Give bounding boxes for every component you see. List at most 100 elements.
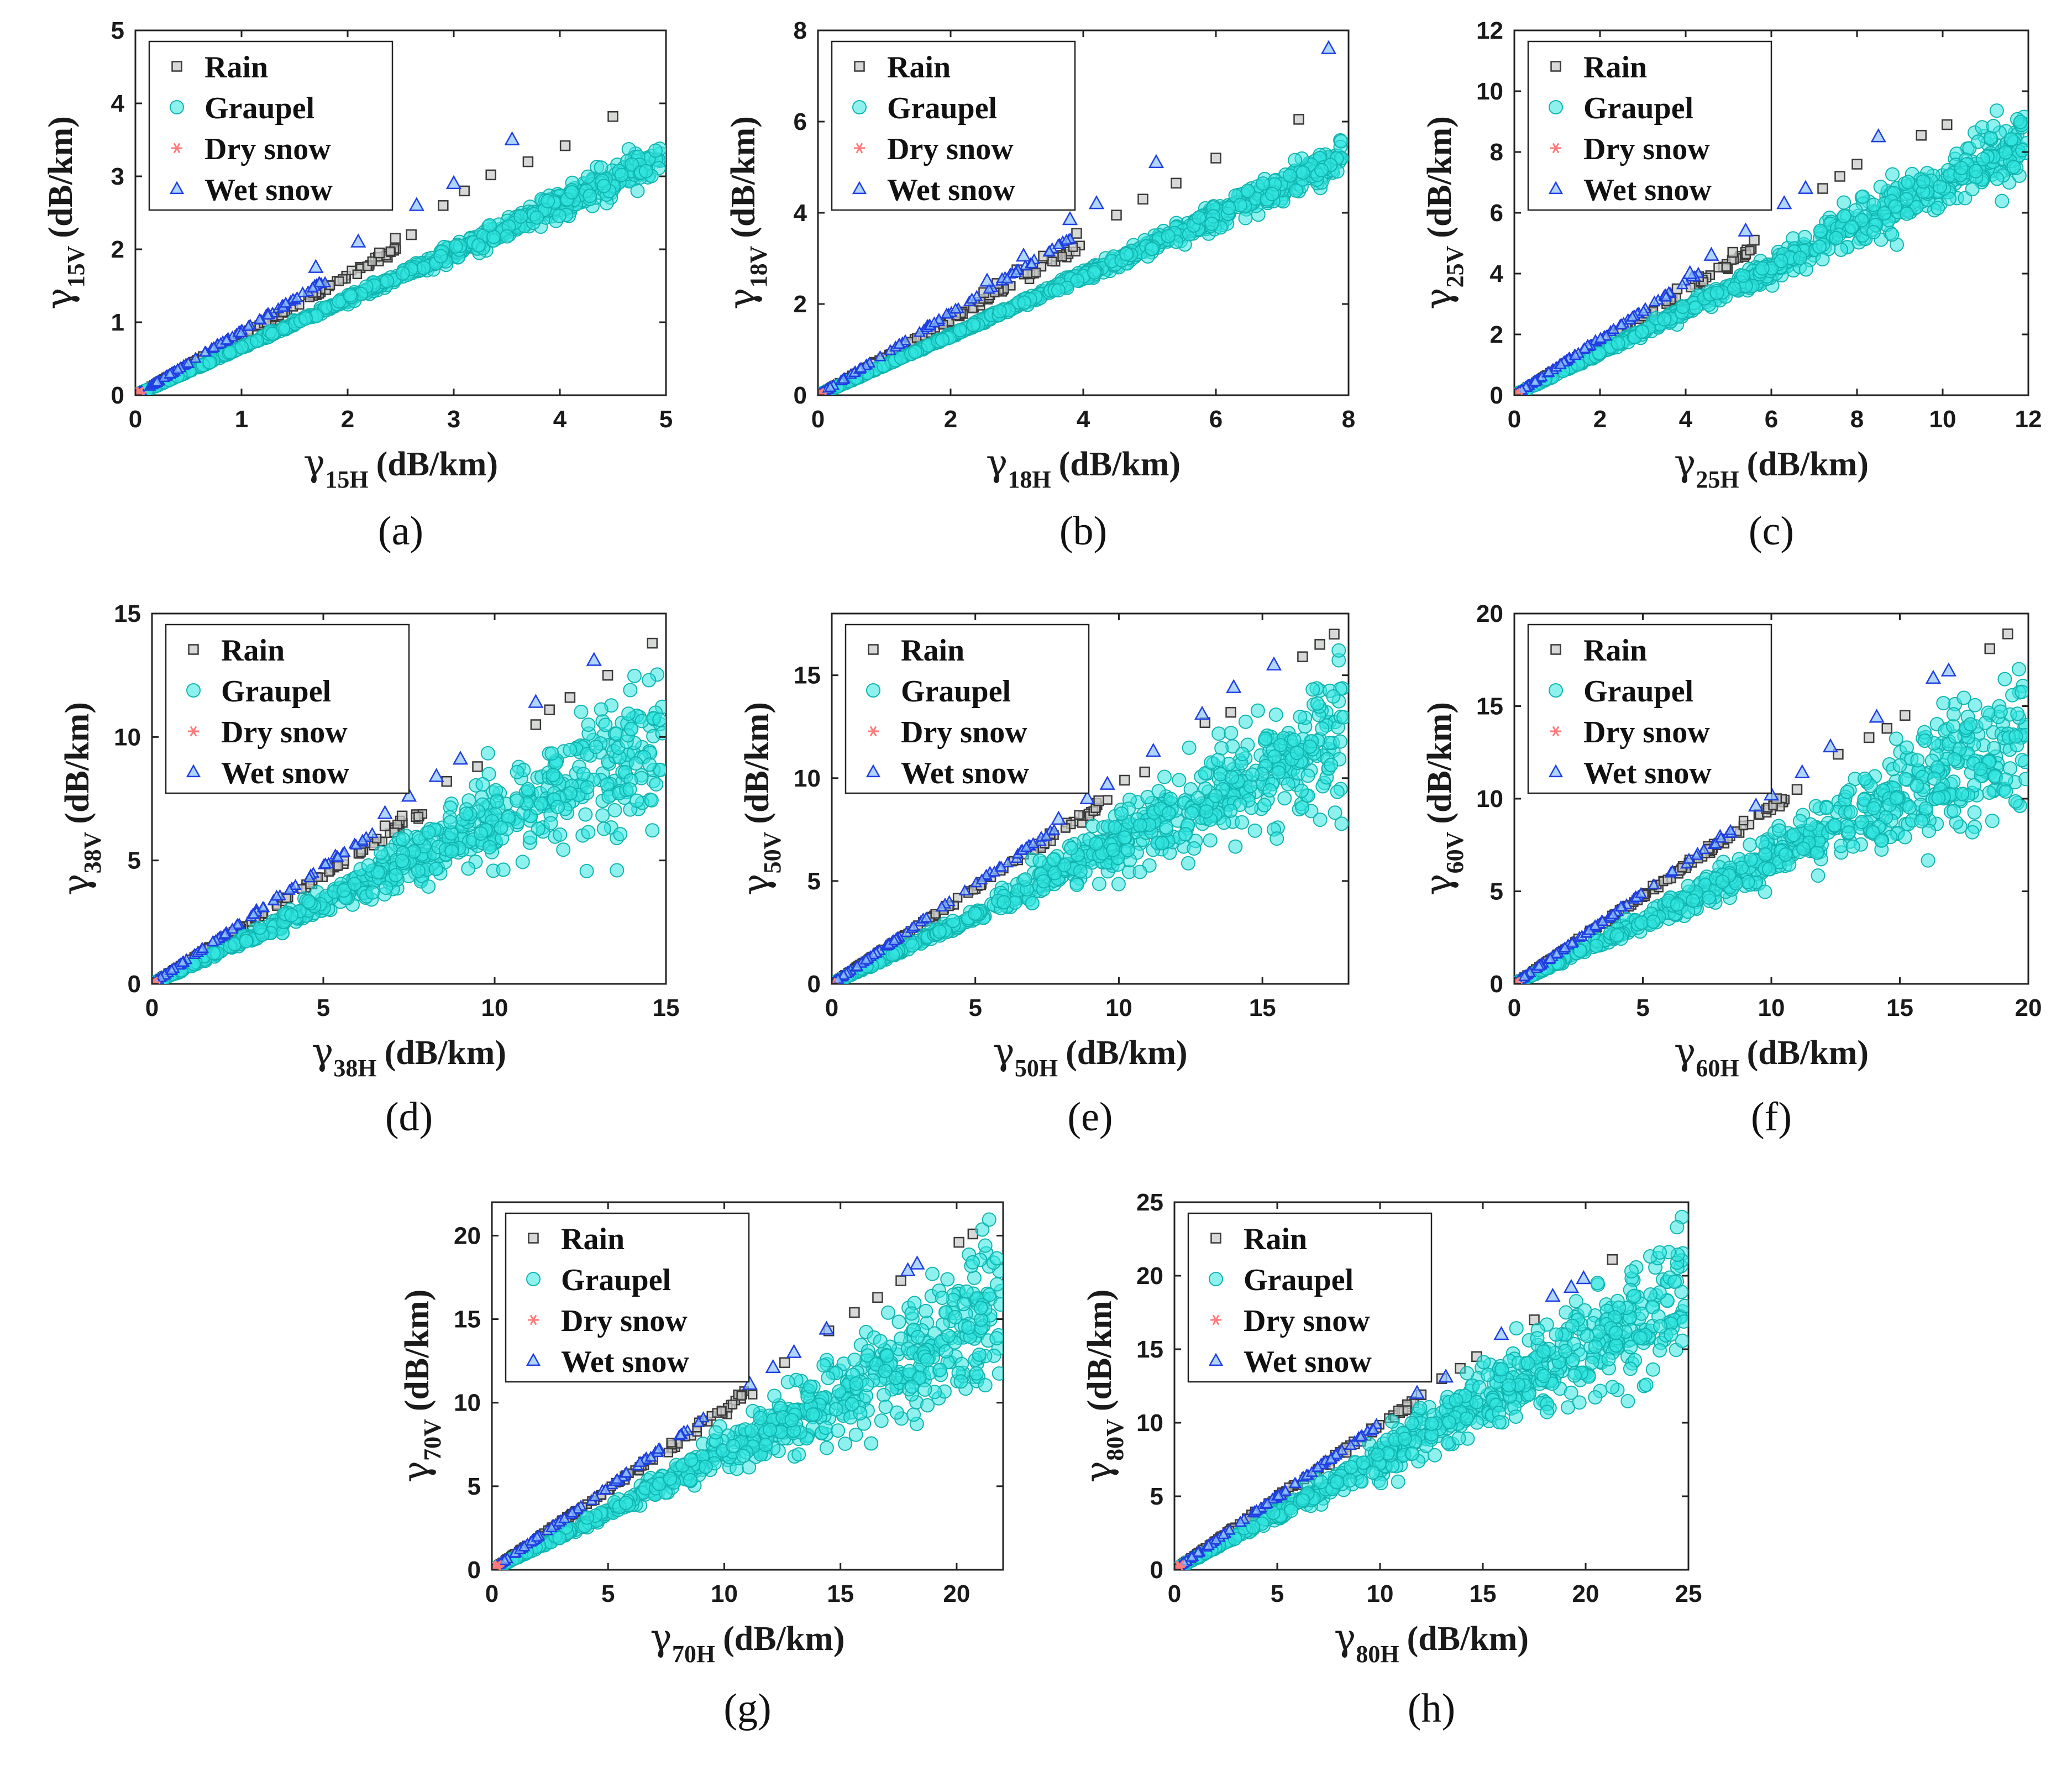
wet-snow-point (206, 935, 219, 947)
graupel-point (553, 827, 568, 842)
graupel-point (953, 323, 968, 338)
rain-point (564, 692, 576, 703)
graupel-point (1181, 856, 1195, 871)
graupel-point (576, 767, 591, 782)
y-tick-label: 0 (807, 971, 821, 998)
graupel-point (992, 304, 1007, 319)
graupel-point (545, 767, 560, 782)
graupel-point (652, 712, 666, 727)
graupel-point (1812, 239, 1827, 254)
graupel-point (1736, 268, 1751, 283)
rain-point (607, 111, 618, 122)
wet-snow-point (1145, 742, 1161, 757)
wet-snow-point (1554, 358, 1567, 369)
graupel-point (1238, 714, 1253, 729)
graupel-point (600, 777, 615, 792)
graupel-point (1036, 874, 1051, 889)
graupel-point (1899, 192, 1914, 207)
graupel-point (1310, 696, 1325, 711)
graupel-point (1228, 839, 1243, 854)
legend-label-rain: Rain (221, 633, 285, 668)
graupel-point (581, 717, 596, 732)
x-tick-label: 8 (1850, 406, 1864, 433)
rain-point (1900, 710, 1911, 721)
graupel-point (1145, 242, 1160, 256)
y-tick-label: 0 (111, 382, 124, 409)
graupel-point (1221, 201, 1236, 216)
y-axis-label: γ25V(dB/km) (1417, 116, 1468, 310)
legend-label-dry-snow: Dry snow (204, 132, 331, 166)
graupel-point (253, 920, 267, 935)
series-graupel (152, 667, 666, 984)
wet-snow-point (975, 873, 988, 884)
x-axis-label: γ50H (dB/km) (993, 1030, 1187, 1082)
wet-snow-point (979, 273, 995, 287)
graupel-point (1117, 830, 1132, 845)
graupel-point (1657, 312, 1672, 327)
wet-snow-point (291, 291, 303, 302)
rain-point (1297, 651, 1308, 662)
graupel-point (574, 704, 589, 719)
graupel-point (361, 858, 376, 873)
wet-snow-point (940, 307, 953, 319)
wet-snow-point (1569, 349, 1582, 360)
graupel-point (510, 764, 524, 779)
graupel-point (1132, 818, 1147, 833)
graupel-point (1968, 164, 1983, 179)
graupel-point (1199, 804, 1214, 819)
graupel-point (610, 863, 625, 878)
graupel-point (1172, 773, 1187, 788)
graupel-point (1997, 672, 2012, 687)
series-graupel (135, 142, 666, 395)
wet-snow-point (1676, 278, 1689, 290)
graupel-point (935, 332, 950, 347)
wet-snow-point (189, 352, 202, 363)
rain-point (602, 669, 613, 681)
x-tick-label: 4 (553, 406, 567, 433)
graupel-point (1190, 790, 1205, 805)
graupel-point (1262, 783, 1277, 798)
graupel-point (1829, 230, 1844, 245)
graupel-point (1797, 229, 1812, 244)
x-tick-label: 0 (1508, 406, 1521, 433)
graupel-point (1854, 213, 1869, 228)
wet-snow-point (913, 326, 926, 337)
graupel-point (1326, 689, 1341, 704)
graupel-point (1300, 768, 1315, 783)
y-tick-label: 2 (1490, 321, 1503, 348)
rain-point (1111, 209, 1122, 221)
x-tick-label: 15 (1249, 994, 1276, 1021)
x-tick-label: 10 (481, 994, 508, 1021)
graupel-point (589, 740, 604, 754)
graupel-point (395, 266, 410, 281)
graupel-point (1271, 765, 1286, 780)
graupel-point (1287, 732, 1302, 747)
legend-label-wet-snow: Wet snow (1583, 173, 1712, 207)
graupel-point (1203, 833, 1218, 848)
legend-label-dry-snow: Dry snow (887, 132, 1014, 166)
graupel-point (471, 238, 486, 253)
graupel-point (332, 294, 347, 309)
wet-snow-point (408, 197, 424, 211)
graupel-point (1967, 805, 1982, 820)
graupel-point (1157, 769, 1172, 784)
legend-wet-snow-marker (1548, 181, 1564, 195)
wet-snow-point (586, 652, 602, 666)
rain-point (1047, 256, 1057, 266)
wet-snow-point (1043, 245, 1056, 256)
wet-snow-point (1048, 824, 1061, 835)
y-tick-label: 4 (1490, 260, 1504, 287)
graupel-point (1855, 189, 1870, 204)
graupel-point (1211, 726, 1226, 741)
wet-snow-point (1266, 656, 1282, 670)
graupel-point (1844, 219, 1859, 234)
graupel-point (1885, 227, 1900, 242)
graupel-point (1114, 806, 1129, 821)
graupel-point (301, 894, 316, 909)
y-tick-label: 10 (1476, 78, 1503, 105)
x-axis-label: γ25H (dB/km) (1674, 442, 1869, 493)
